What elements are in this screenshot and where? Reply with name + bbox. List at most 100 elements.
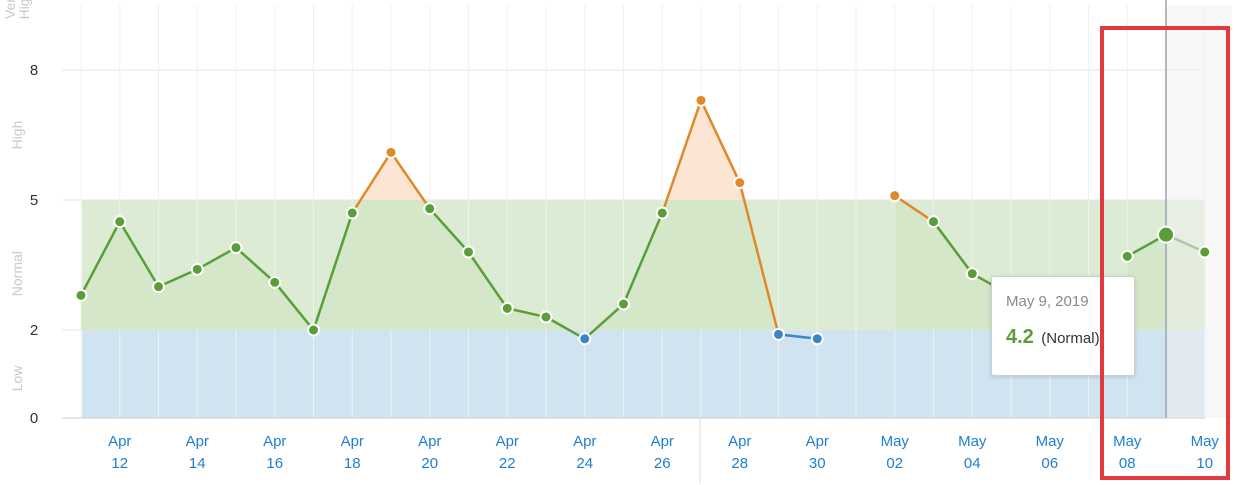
x-tick-month: May: [958, 433, 987, 450]
x-tick-month: Apr: [341, 433, 364, 450]
data-point: [810, 332, 824, 346]
data-point: [772, 327, 785, 341]
highlight-box: [1100, 26, 1230, 480]
x-tick-month: Apr: [418, 433, 441, 450]
series-line-segment: [622, 211, 664, 306]
tooltip-value-row: 4.2 (Normal): [1006, 326, 1120, 349]
series-line-segment: [157, 268, 199, 288]
x-tick-day: 28: [731, 455, 748, 472]
x-tick-month: Apr: [573, 433, 596, 450]
x-axis: Apr 12 Apr 14 Apr 16 Apr 18 Apr 20 Apr 22 Apr 24 Apr 26…: [108, 433, 1219, 472]
x-tick-day: 14: [189, 455, 206, 472]
area-normal-0: [81, 200, 818, 330]
x-tick-day: 10: [1196, 455, 1213, 472]
x-tick-month: Apr: [496, 433, 519, 450]
tooltip-value: 4.2: [1006, 326, 1034, 348]
data-point: [152, 280, 165, 294]
y-tick-label: 0: [30, 410, 38, 427]
data-point: [617, 297, 630, 311]
x-tick-day: 16: [266, 455, 283, 472]
y-tick-label: 2: [30, 322, 38, 339]
x-tick-day: 24: [576, 455, 593, 472]
data-point: [384, 145, 398, 159]
band-label-low: Low: [9, 365, 25, 392]
series-line-segment: [79, 220, 121, 297]
band-label-normal: Normal: [9, 251, 25, 296]
data-point: [345, 206, 359, 220]
x-tick-day: 06: [1041, 455, 1058, 472]
band-label-high: High: [9, 121, 25, 150]
x-tick-month: Apr: [806, 433, 829, 450]
series-line-segment: [544, 315, 586, 341]
y-tick-label: 8: [30, 62, 38, 79]
x-tick-day: 26: [654, 455, 671, 472]
series-line-segment: [273, 281, 315, 332]
data-point: [539, 310, 553, 324]
x-tick-month: Apr: [263, 433, 286, 450]
x-tick-month: Apr: [728, 433, 751, 450]
hover-shade: [1166, 5, 1232, 418]
series-line-segment: [234, 246, 276, 284]
x-tick-month: May: [881, 433, 910, 450]
data-point: [655, 206, 669, 220]
series-line-segment: [661, 99, 703, 215]
tooltip: May 9, 2019 4.2 (Normal): [991, 276, 1135, 376]
series-line-segment: [196, 246, 238, 271]
data-point: [307, 323, 320, 337]
x-tick-day: 12: [111, 455, 128, 472]
x-tick-month: Apr: [108, 433, 131, 450]
crosshair-layer: [1165, 0, 1232, 418]
x-tick-month: May: [1036, 433, 1065, 450]
x-tick-day: 20: [421, 455, 438, 472]
data-point: [1198, 245, 1212, 259]
data-point: [190, 262, 204, 276]
data-point: [888, 189, 902, 203]
points-layer: [74, 93, 1212, 346]
data-point: [462, 245, 475, 259]
series-line-segment: [583, 302, 625, 341]
series-line-segment: [118, 220, 160, 288]
x-tick-day: 08: [1119, 455, 1136, 472]
series-line-segment: [389, 151, 431, 210]
series-line-segment: [428, 207, 470, 254]
tooltip-date: May 9, 2019: [1006, 293, 1089, 310]
x-tick-month: Apr: [651, 433, 674, 450]
series-line-segment: [893, 194, 935, 223]
series-line-segment: [738, 181, 780, 336]
band-high: [82, 70, 1205, 201]
series-line-segment: [467, 250, 509, 310]
line-layer: [79, 99, 1206, 341]
tooltip-status: (Normal): [1041, 330, 1100, 347]
band-label-very-high: Very: [2, 0, 18, 19]
data-point: [578, 332, 592, 346]
data-point: [1120, 249, 1134, 263]
data-point: [965, 267, 979, 281]
data-point: [113, 215, 127, 229]
data-point: [229, 241, 243, 255]
x-tick-day: 30: [809, 455, 826, 472]
data-point: [733, 176, 747, 190]
x-tick-month: Apr: [186, 433, 209, 450]
data-point: [74, 288, 88, 302]
x-tick-day: 18: [344, 455, 361, 472]
series-line-segment: [351, 151, 393, 215]
data-point: [268, 275, 282, 289]
y-tick-label: 5: [30, 192, 38, 209]
data-point: [694, 93, 708, 107]
band-label-very-high: High: [16, 0, 32, 19]
series-line-segment: [312, 211, 354, 332]
data-point: [423, 202, 437, 216]
x-tick-day: 22: [499, 455, 516, 472]
data-point: [500, 301, 514, 315]
data-point: [1157, 225, 1175, 244]
series-line-segment: [699, 99, 741, 184]
band-very-high: [82, 0, 1205, 71]
area-high-0: [360, 100, 745, 201]
x-tick-day: 04: [964, 455, 981, 472]
x-tick-day: 02: [886, 455, 903, 472]
x-tick-month: May: [1191, 433, 1220, 450]
data-point: [927, 215, 940, 229]
